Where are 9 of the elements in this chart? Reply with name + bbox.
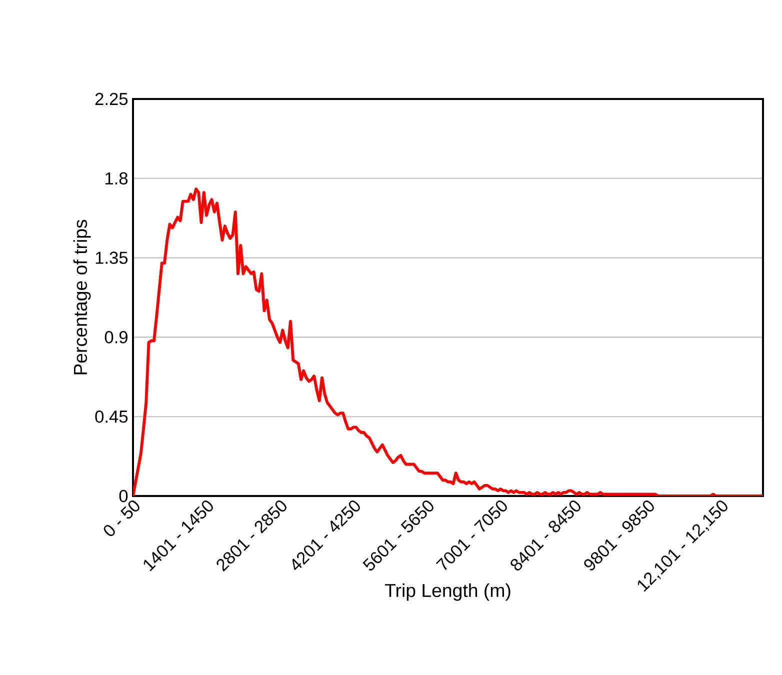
- x-tick-label: 0 - 50: [104, 500, 140, 536]
- x-axis-title: Trip Length (m): [384, 583, 510, 601]
- y-tick-label: 0: [119, 490, 128, 502]
- y-tick-label: 0.45: [95, 410, 128, 423]
- y-tick-label: 2.25: [95, 92, 128, 106]
- y-tick-label: 1.35: [96, 252, 128, 264]
- y-tick-label: 1.8: [106, 172, 128, 185]
- y-tick-label: 0.9: [104, 331, 128, 344]
- y-axis-title: Percentage of trips: [73, 220, 91, 374]
